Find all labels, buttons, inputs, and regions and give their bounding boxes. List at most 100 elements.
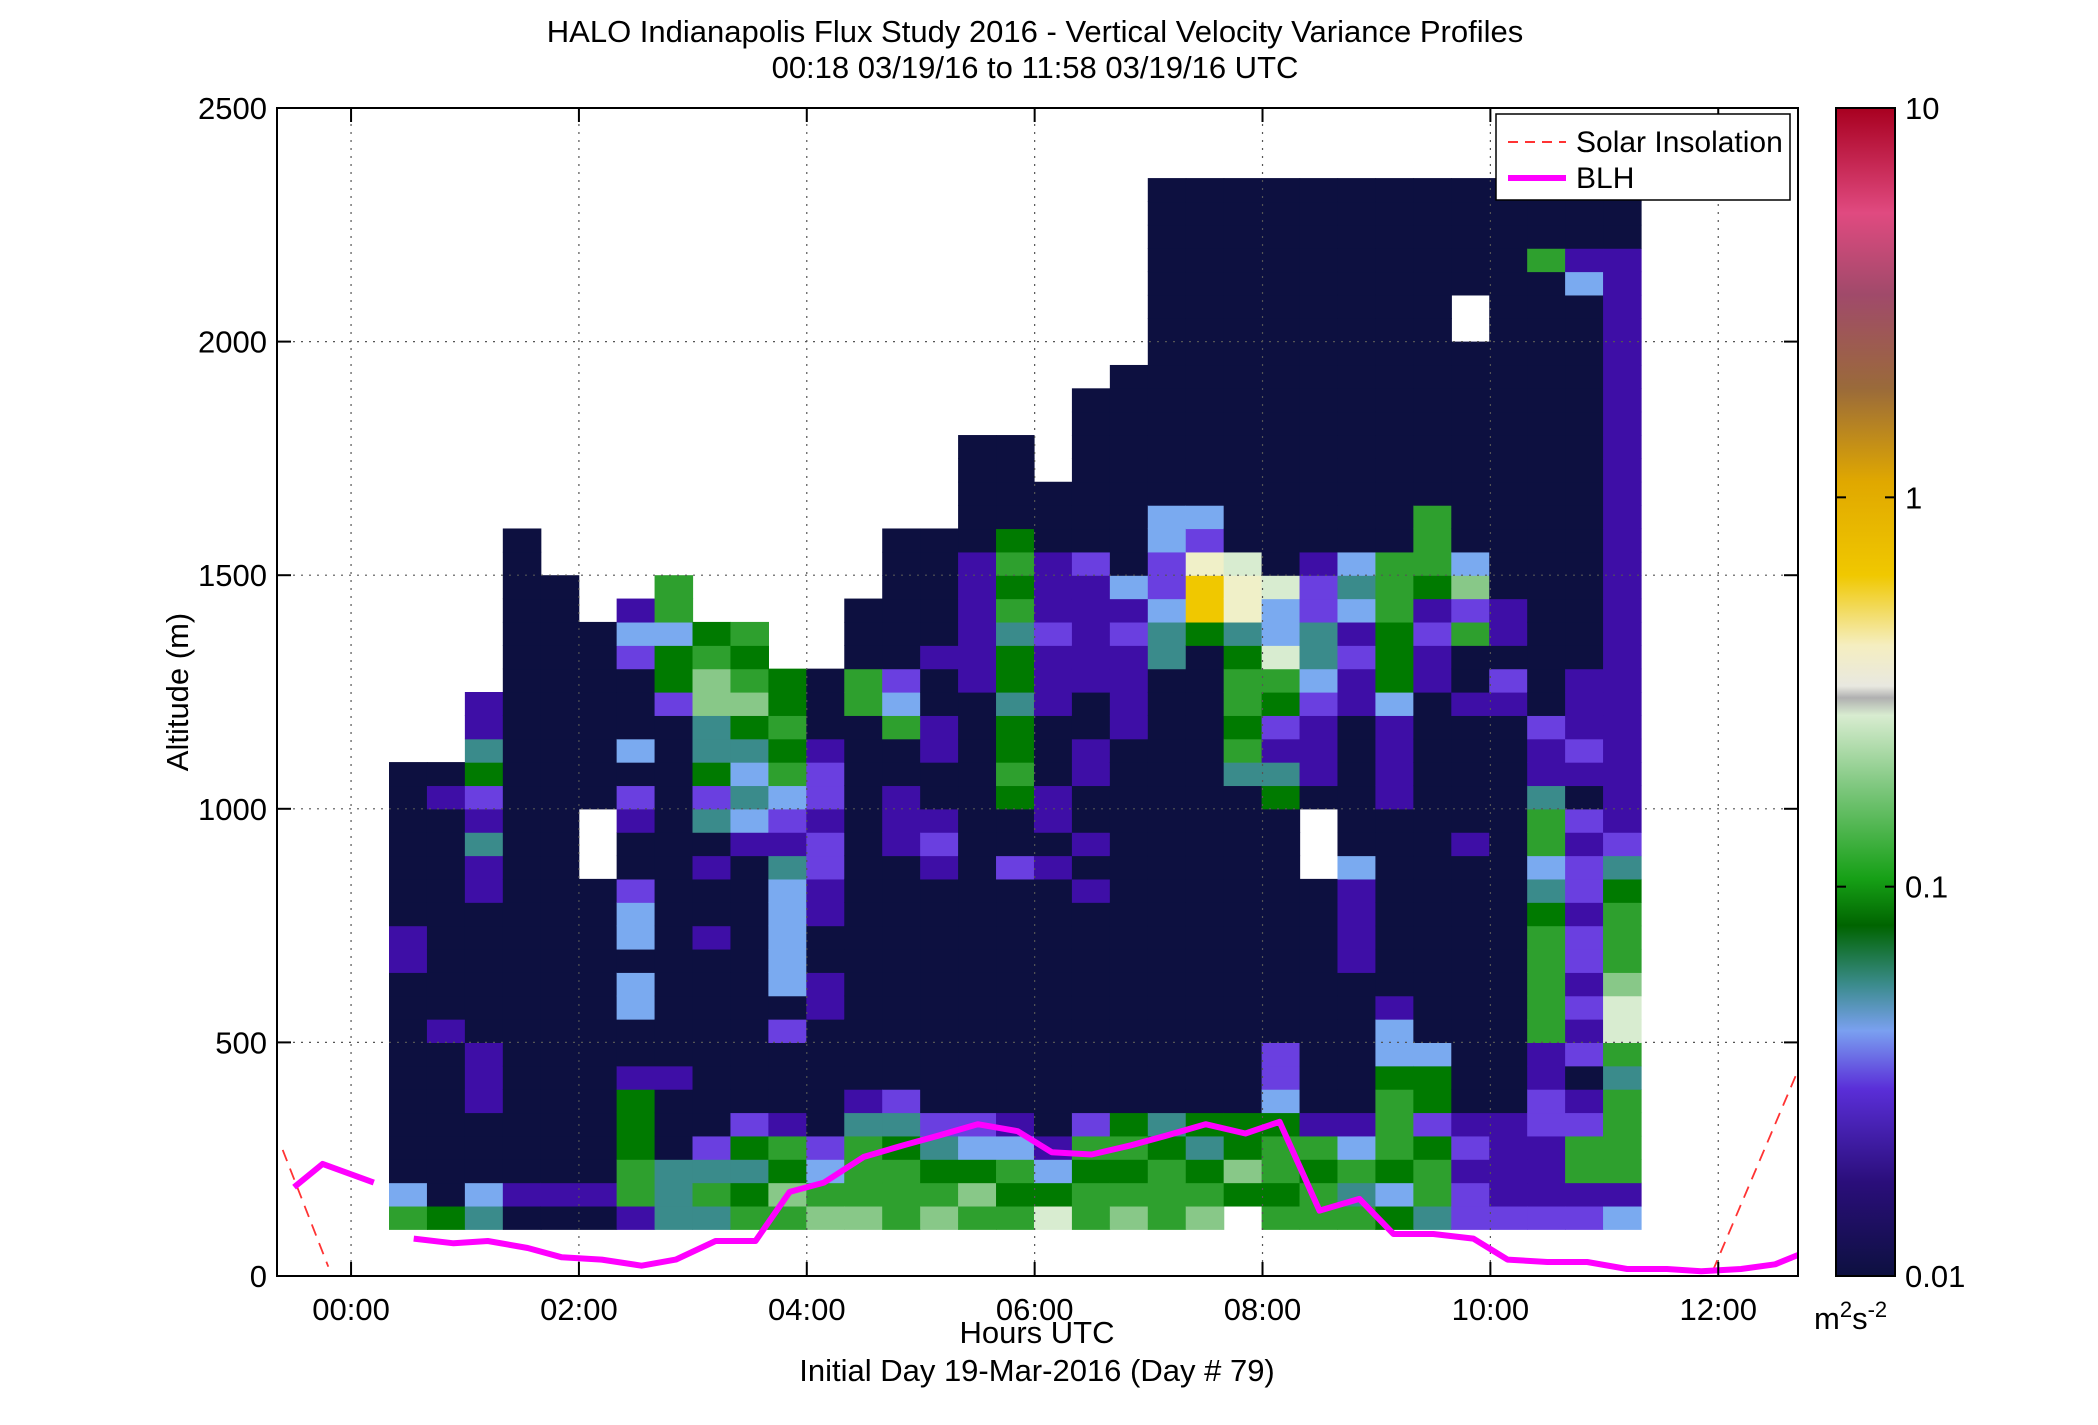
heatmap-cell	[1337, 575, 1377, 600]
heatmap-cell	[1185, 621, 1225, 646]
heatmap-cell	[1261, 902, 1301, 927]
heatmap-cell	[1223, 364, 1263, 389]
heatmap-cell	[1451, 248, 1490, 273]
heatmap-cell	[1451, 715, 1490, 740]
heatmap-cell	[1033, 621, 1073, 646]
heatmap-cell	[1147, 1089, 1187, 1114]
heatmap-cell	[426, 878, 466, 903]
heatmap-cell	[1489, 692, 1528, 716]
heatmap-cell	[654, 668, 694, 693]
heatmap-cell	[654, 995, 694, 1020]
heatmap-cell	[768, 1112, 807, 1137]
heatmap-cell	[996, 1065, 1035, 1090]
heatmap-cell	[1603, 902, 1642, 927]
heatmap-cell	[806, 808, 845, 833]
heatmap-cell	[1223, 1065, 1263, 1090]
heatmap-cell	[389, 762, 428, 787]
heatmap-cell	[1185, 481, 1225, 506]
heatmap-cell	[1109, 738, 1149, 763]
heatmap-cell	[540, 878, 580, 903]
heatmap-cell	[1489, 715, 1528, 740]
heatmap-cell	[1413, 902, 1452, 927]
heatmap-cell	[1337, 972, 1377, 997]
heatmap-cell	[1527, 248, 1566, 273]
heatmap-cell	[958, 481, 997, 506]
heatmap-cell	[1489, 435, 1528, 459]
solar-insolation-segment	[1711, 1070, 1799, 1272]
heatmap-cell	[1375, 948, 1414, 973]
heatmap-cell	[844, 948, 883, 973]
heatmap-cell	[389, 1112, 428, 1137]
heatmap-cell	[1299, 435, 1339, 459]
heatmap-cell	[1337, 318, 1377, 343]
heatmap-cell	[578, 1135, 618, 1160]
heatmap-cell	[692, 1019, 732, 1043]
heatmap-cell	[1603, 692, 1642, 716]
heatmap-cell	[616, 762, 656, 787]
heatmap-cell	[1299, 645, 1339, 670]
heatmap-cell	[1033, 972, 1073, 997]
heatmap-cell	[692, 645, 732, 670]
heatmap-cell	[958, 1089, 997, 1114]
heatmap-cell	[768, 1135, 807, 1160]
heatmap-cell	[389, 1042, 428, 1067]
heatmap-cell	[920, 1159, 959, 1184]
heatmap-cell	[1185, 1042, 1225, 1067]
heatmap-cell	[1527, 1205, 1566, 1230]
heatmap-cell	[1337, 1089, 1377, 1114]
heatmap-cell	[502, 692, 542, 716]
heatmap-cell	[920, 645, 959, 670]
heatmap-cell	[1451, 435, 1490, 459]
heatmap-cell	[1565, 1205, 1604, 1230]
heatmap-cell	[464, 692, 504, 716]
heatmap-cell	[958, 972, 997, 997]
heatmap-cell	[1109, 785, 1149, 810]
heatmap-cell	[882, 551, 921, 576]
heatmap-cell	[1603, 925, 1642, 950]
heatmap-cell	[426, 808, 466, 833]
heatmap-cell	[540, 1065, 580, 1090]
heatmap-cell	[1375, 411, 1414, 436]
heatmap-cell	[1413, 551, 1452, 576]
heatmap-cell	[616, 785, 656, 810]
heatmap-cell	[1489, 341, 1528, 366]
heatmap-cell	[578, 902, 618, 927]
heatmap-cell	[1223, 341, 1263, 366]
heatmap-cell	[1261, 435, 1301, 459]
heatmap-cell	[1071, 1205, 1111, 1230]
heatmap-cell	[578, 925, 618, 950]
heatmap-cell	[1375, 692, 1414, 716]
heatmap-cell	[1527, 1019, 1566, 1043]
heatmap-cell	[1413, 738, 1452, 763]
heatmap-cell	[844, 832, 883, 857]
heatmap-cell	[1565, 341, 1604, 366]
heatmap-cell	[1603, 1135, 1642, 1160]
heatmap-cell	[730, 645, 769, 670]
heatmap-cell	[692, 1205, 732, 1230]
heatmap-cell	[1489, 224, 1528, 249]
heatmap-cell	[844, 598, 883, 623]
heatmap-cell	[1185, 715, 1225, 740]
heatmap-cell	[616, 902, 656, 927]
heatmap-cell	[1489, 271, 1528, 296]
x-tick-label: 10:00	[1452, 1292, 1530, 1327]
heatmap-cell	[1565, 995, 1604, 1020]
heatmap-cell	[389, 972, 428, 997]
heatmap-cell	[502, 715, 542, 740]
heatmap-cell	[1451, 808, 1490, 833]
heatmap-cell	[1071, 902, 1111, 927]
heatmap-cell	[1565, 598, 1604, 623]
heatmap-cell	[1223, 1135, 1263, 1160]
heatmap-cell	[1261, 178, 1301, 203]
heatmap-cell	[1033, 1065, 1073, 1090]
heatmap-cell	[1147, 645, 1187, 670]
heatmap-cell	[654, 692, 694, 716]
heatmap-cell	[1489, 1205, 1528, 1230]
heatmap-cell	[464, 1159, 504, 1184]
heatmap-cell	[1413, 1042, 1452, 1067]
heatmap-cell	[464, 715, 504, 740]
heatmap-cell	[1033, 528, 1073, 553]
heatmap-cell	[616, 1135, 656, 1160]
heatmap-cell	[1337, 645, 1377, 670]
heatmap-cell	[502, 1112, 542, 1137]
